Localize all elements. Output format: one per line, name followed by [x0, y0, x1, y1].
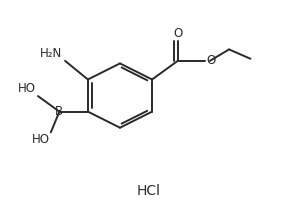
Text: HO: HO: [18, 82, 36, 95]
Text: O: O: [207, 54, 216, 67]
Text: B: B: [55, 105, 64, 118]
Text: HCl: HCl: [137, 184, 160, 198]
Text: H₂N: H₂N: [40, 47, 62, 60]
Text: O: O: [174, 27, 183, 40]
Text: HO: HO: [31, 133, 49, 146]
